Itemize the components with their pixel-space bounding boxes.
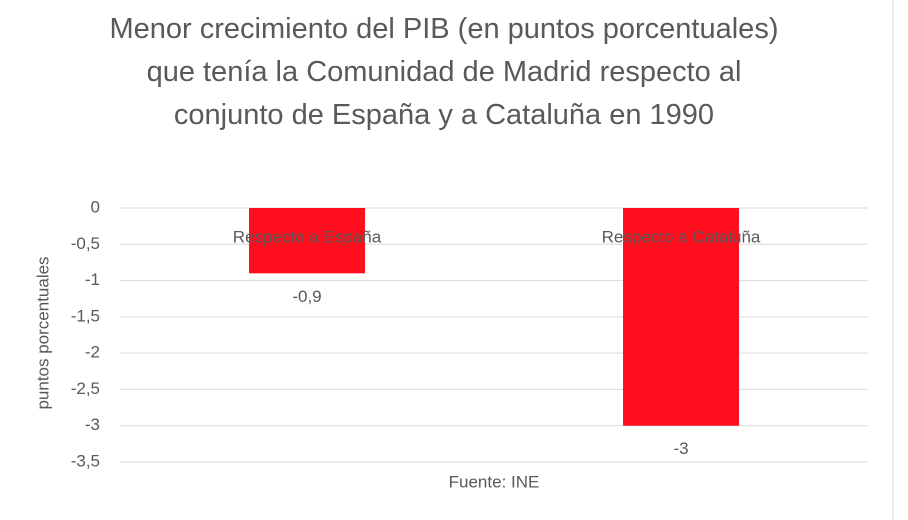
value-label: -0,9 <box>292 287 321 306</box>
y-tick-label: -2 <box>85 343 100 362</box>
y-tick-label: 0 <box>91 197 100 216</box>
y-tick-label: -3 <box>85 415 100 434</box>
chart-title: Menor crecimiento del PIB (en puntos por… <box>109 13 779 131</box>
y-tick-label: -0,5 <box>71 234 100 253</box>
y-tick-label: -2,5 <box>71 379 100 398</box>
y-tick-label: -1 <box>85 270 100 289</box>
category-label: Respecto a España <box>233 227 382 246</box>
y-tick-label: -1,5 <box>71 306 100 325</box>
bar <box>623 208 739 426</box>
y-axis-title: puntos porcentuales <box>33 256 52 409</box>
value-label: -3 <box>673 439 688 458</box>
x-axis-title: Fuente: INE <box>449 472 540 491</box>
category-label: Respecto a Cataluña <box>602 227 761 246</box>
bar <box>249 208 365 274</box>
y-tick-label: -3,5 <box>71 451 100 470</box>
